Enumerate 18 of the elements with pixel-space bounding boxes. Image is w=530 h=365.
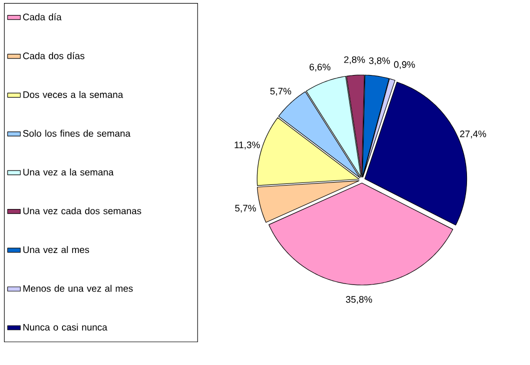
- legend-label: Dos veces a la semana: [23, 91, 124, 98]
- legend-label: Cada dos días: [23, 52, 84, 60]
- legend-label: Una vez a la semana: [23, 168, 114, 176]
- data-label: 5,7%: [270, 88, 292, 96]
- legend-label: Una vez al mes: [23, 246, 90, 254]
- legend-label: Cada día: [23, 13, 62, 20]
- data-label: 27,4%: [460, 130, 486, 138]
- legend-label: Una vez cada dos semanas: [23, 207, 142, 214]
- legend-label: Solo los fines de semana: [23, 130, 130, 137]
- legend-label: Nunca o casi nunca: [23, 324, 108, 331]
- data-label: 35,8%: [346, 296, 372, 304]
- data-label: 11,3%: [234, 142, 260, 150]
- data-label: 3,8%: [369, 57, 390, 66]
- data-label: 5,7%: [235, 204, 256, 213]
- data-label: 2,8%: [344, 56, 365, 64]
- data-label: 6,6%: [310, 64, 330, 72]
- legend-label: Menos de una vez al mes: [23, 284, 133, 292]
- data-label: 0,9%: [394, 61, 415, 70]
